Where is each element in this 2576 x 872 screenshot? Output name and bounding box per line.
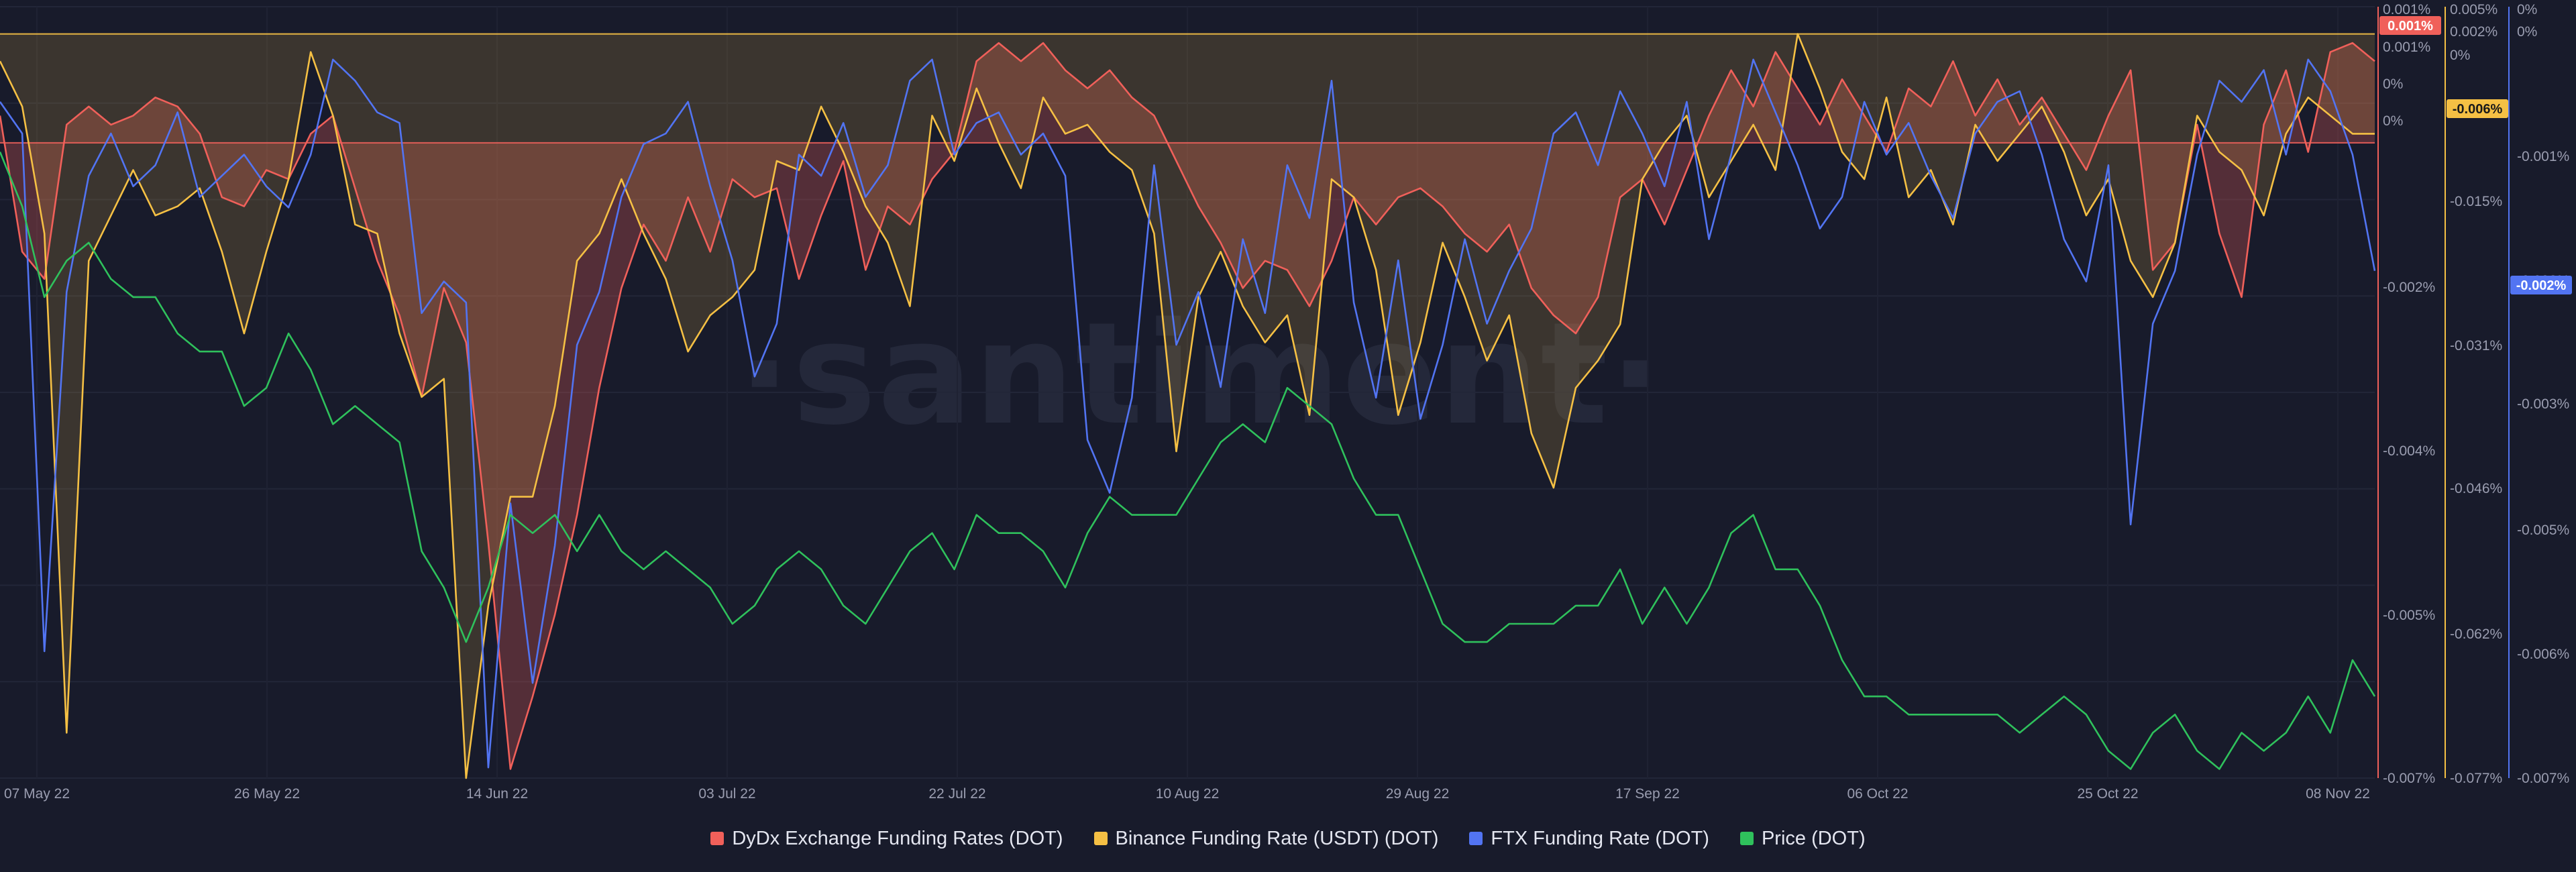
y-tick-label-dydx: -0.005% [2383, 608, 2435, 623]
current-value-badge-text-ftx: -0.002% [2516, 278, 2567, 293]
x-tick-label: 26 May 22 [234, 786, 300, 802]
y-axes: 0.001% 0.001% 0.001% 0% 0% -0.002% -0.004% -0.0… [2377, 2, 2572, 786]
y-tick-label-dydx: 0% [2383, 113, 2403, 129]
santiment-watermark: ·santiment· [737, 292, 1664, 456]
reference-lines [0, 33, 2375, 144]
y-tick-label-binance: -0.046% [2450, 481, 2502, 496]
current-value-badge-ftx [2510, 276, 2572, 294]
y-tick-label-dydx: 0.001% [2383, 40, 2430, 55]
x-tick-label: 17 Sep 22 [1615, 786, 1680, 802]
y-tick-label-ftx: 0% [2517, 2, 2537, 17]
legend-item-ftx[interactable]: FTX Funding Rate (DOT) [1469, 828, 1709, 850]
y-tick-label-binance: -0.015% [2450, 194, 2502, 209]
y-tick-label-dydx: -0.007% [2383, 771, 2435, 786]
y-tick-label-binance: 0.002% [2450, 24, 2498, 40]
x-tick-label: 10 Aug 22 [1156, 786, 1220, 802]
legend-label-price: Price (DOT) [1761, 827, 1866, 849]
legend-label-ftx: FTX Funding Rate (DOT) [1491, 827, 1709, 849]
legend-swatch-dydx [710, 832, 724, 845]
series-line-binance [0, 33, 2375, 779]
series-area-binance [0, 34, 2375, 778]
legend-label-binance: Binance Funding Rate (USDT) (DOT) [1115, 827, 1439, 849]
y-tick-label-ftx: -0.001% [2517, 149, 2569, 164]
series-lines [0, 33, 2376, 779]
x-tick-label: 08 Nov 22 [2306, 786, 2370, 802]
y-tick-label-dydx: 0% [2383, 76, 2403, 92]
chart-legend: DyDx Exchange Funding Rates (DOT) Binanc… [0, 824, 2576, 853]
legend-item-binance[interactable]: Binance Funding Rate (USDT) (DOT) [1093, 827, 1439, 850]
y-tick-label-ftx: 0% [2517, 24, 2537, 40]
x-tick-label: 22 Jul 22 [928, 786, 985, 802]
x-tick-label: 07 May 22 [4, 786, 70, 802]
x-tick-label: 03 Jul 22 [698, 786, 755, 802]
current-value-badge-text-binance: -0.006% [2453, 102, 2503, 117]
y-tick-label-binance: -0.077% [2450, 771, 2502, 786]
y-tick-label-ftx: -0.007% [2517, 771, 2569, 786]
x-tick-label: 29 Aug 22 [1386, 786, 1450, 802]
x-tick-label: 06 Oct 22 [1847, 786, 1908, 802]
current-value-badge-dydx [2379, 16, 2441, 35]
y-tick-label-binance: -0.031% [2450, 338, 2502, 353]
legend-label-dydx: DyDx Exchange Funding Rates (DOT) [732, 827, 1063, 849]
y-tick-label-binance: 0% [2450, 48, 2470, 63]
grid [0, 6, 2375, 779]
legend-item-dydx[interactable]: DyDx Exchange Funding Rates (DOT) [710, 828, 1063, 850]
x-tick-label: 14 Jun 22 [466, 786, 528, 802]
y-tick-label-ftx: -0.006% [2517, 647, 2569, 662]
legend-swatch-ftx [1469, 832, 1483, 845]
series-area-dydx [0, 43, 2375, 769]
y-tick-label-binance: -0.062% [2450, 626, 2502, 642]
area-fills [0, 34, 2375, 778]
x-axis: 07 May 22 26 May 22 14 Jun 22 03 Jul 22 22 J… [4, 786, 2370, 802]
chart-canvas: ·santiment· 0.001% 0.001% 0.001% 0% 0% -0.002… [0, 2, 2572, 802]
current-value-badge-binance [2447, 99, 2508, 118]
series-line-dydx [0, 42, 2375, 770]
y-tick-label-dydx: -0.002% [2383, 280, 2435, 295]
y-tick-label-binance: 0.005% [2450, 2, 2498, 17]
legend-item-price[interactable]: Price (DOT) [1739, 827, 1866, 850]
series-line-ftx [0, 58, 2376, 769]
series-line-price [0, 152, 2376, 770]
y-tick-label-dydx: -0.004% [2383, 443, 2435, 459]
legend-swatch-binance [1093, 832, 1108, 845]
current-value-badge-text-dydx: 0.001% [2387, 19, 2433, 34]
y-tick-label-dydx: 0.001% [2383, 2, 2430, 17]
legend-swatch-price [1739, 832, 1754, 845]
x-tick-label: 25 Oct 22 [2077, 786, 2138, 802]
y-tick-label-ftx: -0.003% [2517, 396, 2569, 412]
y-tick-label-ftx: -0.005% [2517, 523, 2569, 538]
